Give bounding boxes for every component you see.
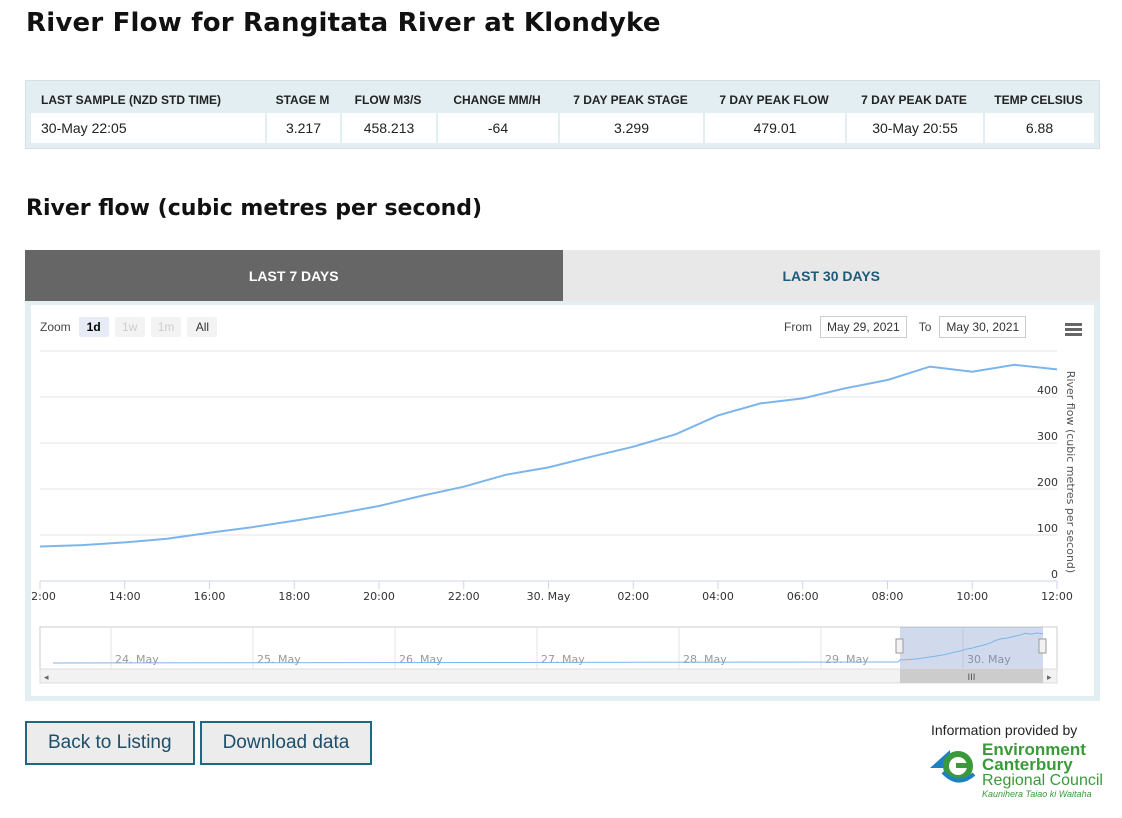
download-data-button[interactable]: Download data: [199, 721, 373, 765]
value-stage: 3.217: [265, 113, 340, 143]
header-flow: FLOW M3/S: [354, 92, 422, 107]
from-date-input[interactable]: May 29, 2021: [820, 316, 907, 338]
scrollbar-track: [39, 668, 1058, 684]
x-tick-label: 06:00: [787, 590, 819, 603]
chart-frame: Zoom 1d 1w 1m All From May 29, 2021 To M…: [25, 301, 1100, 701]
scrollbar-grip-icon: III: [968, 673, 976, 683]
value-flow: 458.213: [340, 113, 436, 143]
value-last-sample: 30-May 22:05: [31, 113, 265, 143]
y-tick-label: 200: [1037, 476, 1058, 489]
zoom-1d-button[interactable]: 1d: [78, 317, 109, 337]
y-tick-label: 300: [1037, 430, 1058, 443]
ecan-swirl-icon: [930, 750, 976, 783]
logo-line-3: Regional Council: [982, 772, 1103, 789]
value-change: -64: [436, 113, 558, 143]
navigator-label: 28. May: [683, 653, 727, 666]
zoom-all-button[interactable]: All: [187, 317, 218, 337]
x-tick-label: 14:00: [109, 590, 141, 603]
credit-block: Information provided by Environment Cant…: [928, 722, 1103, 800]
zoom-1w-button[interactable]: 1w: [114, 317, 145, 337]
zoom-label: Zoom: [40, 320, 71, 334]
environment-canterbury-logo[interactable]: Environment Canterbury Regional Council …: [928, 740, 1103, 800]
navigator-label: 25. May: [257, 653, 301, 666]
river-flow-line: [39, 363, 1058, 548]
y-axis-title: River flow (cubic metres per second): [1064, 371, 1077, 573]
navigator-handle: [895, 638, 904, 654]
section-title: River flow (cubic metres per second): [26, 196, 483, 221]
navigator-label: 27. May: [541, 653, 585, 666]
x-tick-label: 12:00: [31, 590, 56, 603]
navigator-label: 30. May: [967, 653, 1011, 666]
x-tick-label: 04:00: [702, 590, 734, 603]
credit-text: Information provided by: [931, 722, 1078, 738]
y-tick-label: 100: [1037, 522, 1058, 535]
summary-table: LAST SAMPLE (NZD STD TIME) STAGE M FLOW …: [25, 80, 1100, 149]
hamburger-menu-icon[interactable]: [1065, 323, 1082, 337]
header-temp: TEMP CELSIUS: [994, 92, 1083, 107]
x-tick-label: 12:00: [1041, 590, 1073, 603]
scrollbar-thumb: [900, 669, 1043, 683]
value-peak-stage: 3.299: [558, 113, 703, 143]
date-range-selector: From May 29, 2021 To May 30, 2021: [784, 316, 1027, 338]
header-last-sample: LAST SAMPLE (NZD STD TIME): [41, 92, 221, 107]
navigator-label: 26. May: [399, 653, 443, 666]
y-tick-label: 0: [1051, 568, 1058, 581]
action-buttons: Back to Listing Download data: [25, 721, 373, 765]
navigator-label: 29. May: [825, 653, 869, 666]
header-stage: STAGE M: [275, 92, 330, 107]
x-tick-label: 02:00: [617, 590, 649, 603]
zoom-1m-button[interactable]: 1m: [150, 317, 182, 337]
x-tick-label: 18:00: [278, 590, 310, 603]
header-peak-date: 7 DAY PEAK DATE: [861, 92, 967, 107]
header-change: CHANGE MM/H: [453, 92, 541, 107]
x-tick-label: 30. May: [527, 590, 571, 603]
zoom-bar: Zoom 1d 1w 1m All: [40, 317, 218, 337]
page-title: River Flow for Rangitata River at Klondy…: [26, 8, 661, 38]
logo-line-4: Kaunihera Taiao ki Waitaha: [982, 789, 1092, 799]
x-tick-label: 22:00: [448, 590, 480, 603]
scroll-right-arrow-icon: ▸: [1047, 673, 1052, 683]
chart-container: Zoom 1d 1w 1m All From May 29, 2021 To M…: [31, 305, 1094, 696]
back-to-listing-button[interactable]: Back to Listing: [25, 721, 195, 765]
range-tabs: LAST 7 DAYS LAST 30 DAYS: [25, 250, 1100, 301]
logo-line-2: Canterbury: [982, 755, 1073, 774]
header-peak-flow: 7 DAY PEAK FLOW: [719, 92, 829, 107]
navigator-label: 24. May: [115, 653, 159, 666]
river-flow-chart: 0 100 200 300 400 12:00 14:00 16:00 18:00 20:00 22…: [31, 350, 1077, 684]
tab-last-7-days[interactable]: LAST 7 DAYS: [25, 250, 563, 301]
header-peak-stage: 7 DAY PEAK STAGE: [573, 92, 688, 107]
logo-line-1: Environment: [982, 740, 1086, 759]
value-peak-flow: 479.01: [703, 113, 845, 143]
summary-header-row: LAST SAMPLE (NZD STD TIME) STAGE M FLOW …: [31, 86, 1094, 113]
navigator-handle: [1038, 638, 1047, 654]
value-peak-date: 30-May 20:55: [845, 113, 983, 143]
x-tick-label: 16:00: [194, 590, 226, 603]
to-label: To: [918, 320, 932, 334]
summary-value-row: 30-May 22:05 3.217 458.213 -64 3.299 479…: [31, 113, 1094, 143]
to-date-input[interactable]: May 30, 2021: [939, 316, 1027, 338]
scroll-left-arrow-icon: ◂: [44, 673, 49, 683]
x-tick-label: 08:00: [872, 590, 904, 603]
x-tick-label: 20:00: [363, 590, 395, 603]
y-tick-label: 400: [1037, 384, 1058, 397]
from-label: From: [784, 320, 812, 334]
tab-last-30-days[interactable]: LAST 30 DAYS: [562, 250, 1100, 301]
value-temp: 6.88: [983, 113, 1094, 143]
navigator-line: [52, 632, 1044, 664]
x-tick-label: 10:00: [956, 590, 988, 603]
